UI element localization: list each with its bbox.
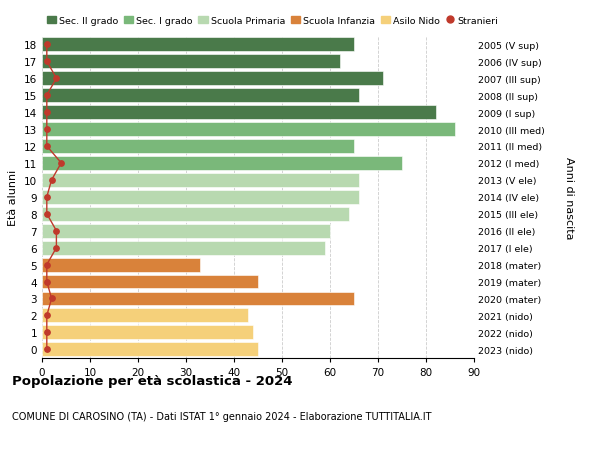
Bar [42,258,200,272]
Point [47,177,56,184]
Bar [42,292,354,306]
Bar [42,157,402,170]
Bar [42,55,340,69]
Point [42,211,52,218]
Point [42,261,52,269]
Point [42,143,52,150]
Bar [42,106,436,120]
Point [42,92,52,100]
Point [42,329,52,336]
Bar [42,140,354,154]
Bar [42,224,330,238]
Bar [42,174,359,187]
Bar [42,241,325,255]
Text: COMUNE DI CAROSINO (TA) - Dati ISTAT 1° gennaio 2024 - Elaborazione TUTTITALIA.I: COMUNE DI CAROSINO (TA) - Dati ISTAT 1° … [12,411,431,421]
Point [47,295,56,302]
Bar [42,72,383,86]
Point [42,41,52,49]
Bar [42,207,349,221]
Point [42,109,52,117]
Point [52,245,61,252]
Bar [42,190,359,204]
Bar [42,309,248,323]
Bar [42,89,359,103]
Y-axis label: Età alunni: Età alunni [8,169,19,225]
Text: Popolazione per età scolastica - 2024: Popolazione per età scolastica - 2024 [12,374,293,387]
Point [42,126,52,134]
Point [42,58,52,66]
Bar [42,326,253,340]
Bar [42,123,455,137]
Point [42,312,52,319]
Bar [42,38,354,52]
Legend: Sec. II grado, Sec. I grado, Scuola Primaria, Scuola Infanzia, Asilo Nido, Stran: Sec. II grado, Sec. I grado, Scuola Prim… [47,17,499,26]
Bar [42,342,258,357]
Point [42,278,52,285]
Bar [42,275,258,289]
Point [52,75,61,83]
Y-axis label: Anni di nascita: Anni di nascita [565,156,574,239]
Point [42,194,52,201]
Point [56,160,66,167]
Point [42,346,52,353]
Point [52,228,61,235]
